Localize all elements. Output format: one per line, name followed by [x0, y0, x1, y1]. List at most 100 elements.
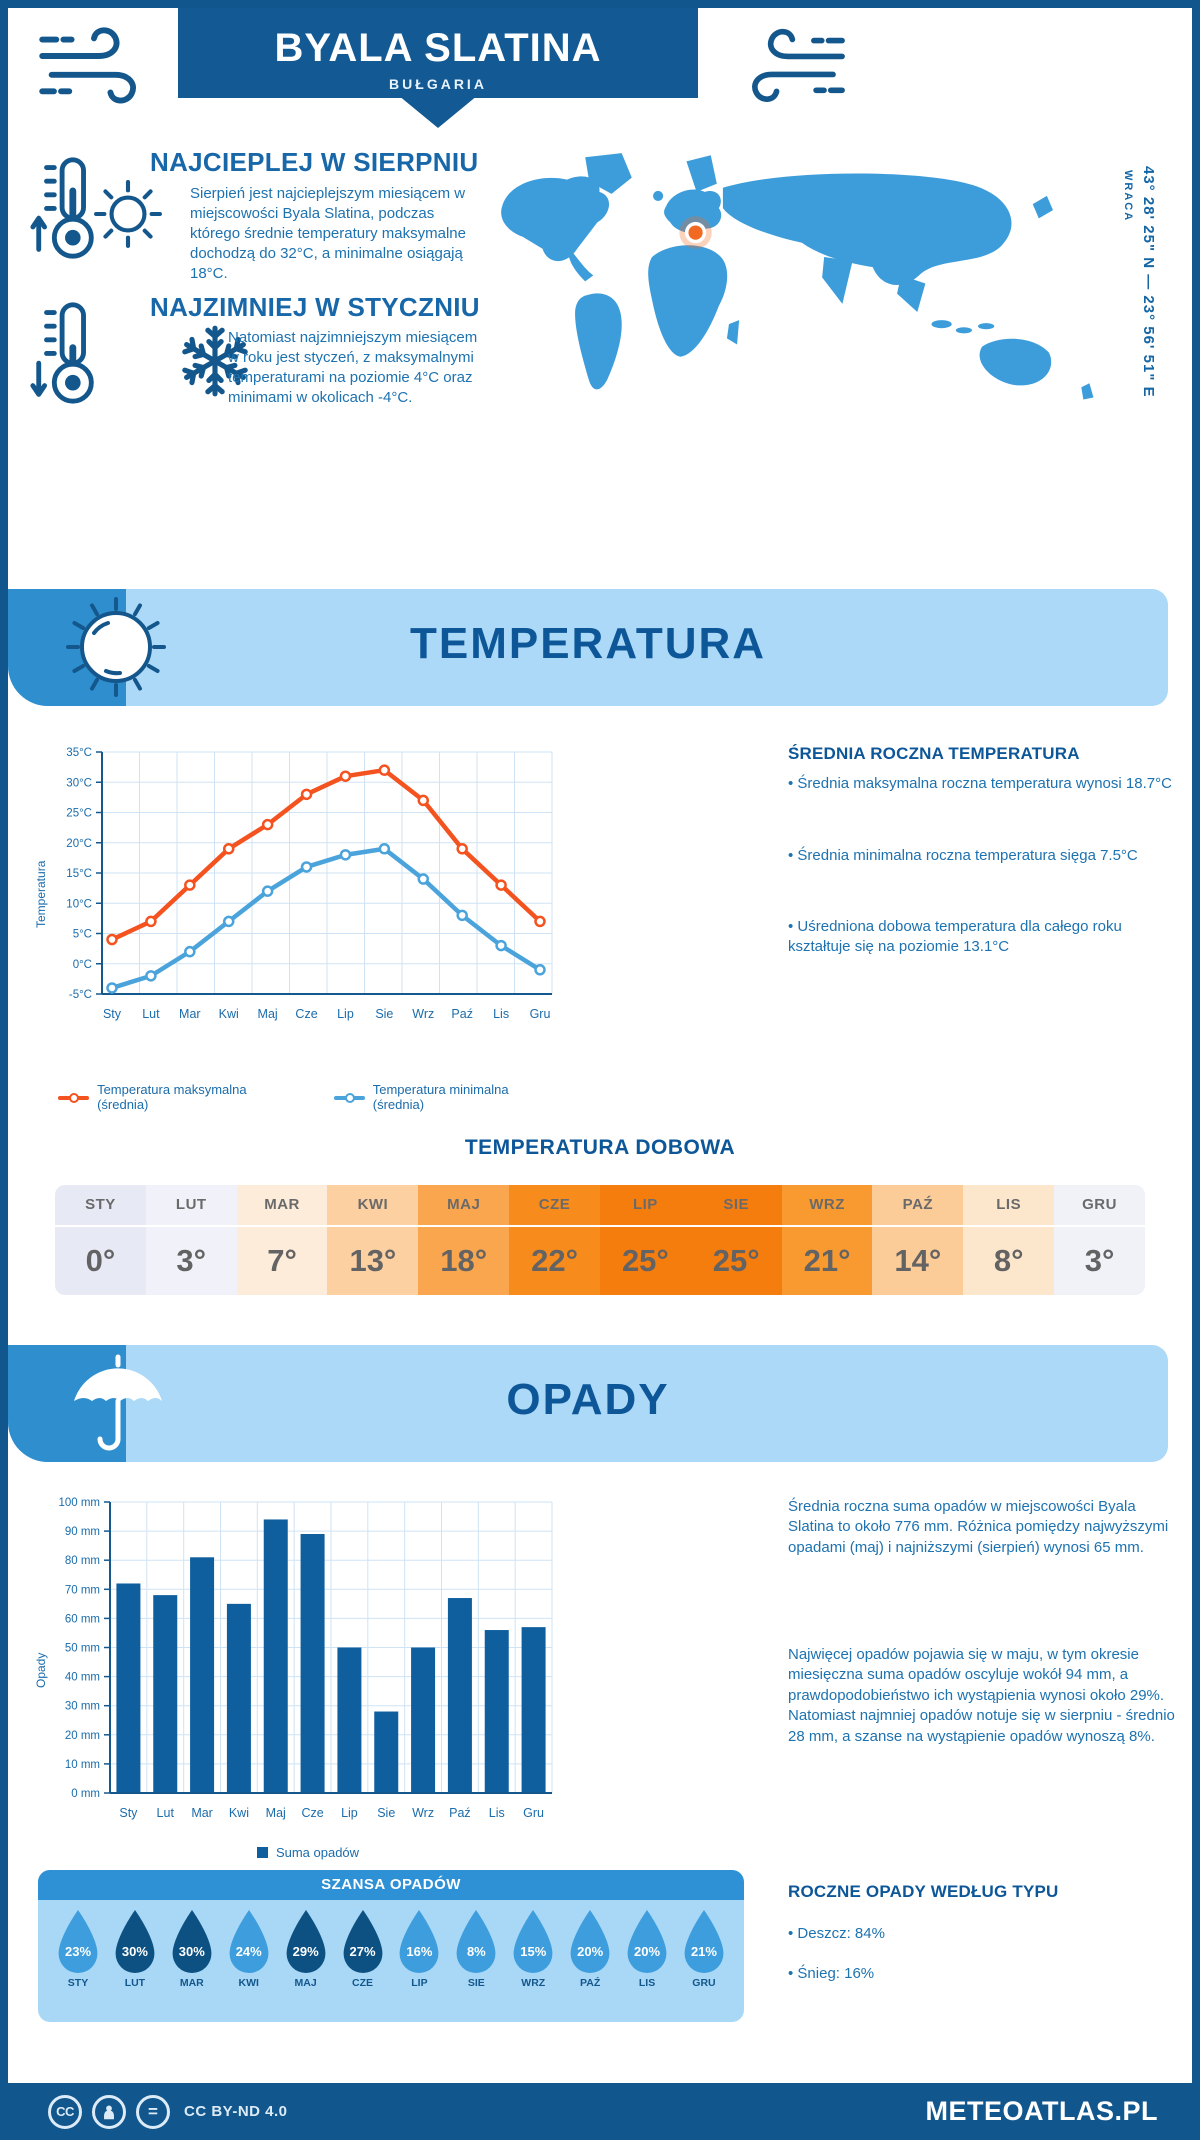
line-chart-y-axis-title: Temperatura — [34, 860, 48, 928]
page-border-right — [1192, 0, 1200, 2140]
page-title: BYALA SLATINA — [274, 26, 602, 70]
precipitation-section-title: OPADY — [506, 1375, 670, 1424]
annual-temperature-heading: ŚREDNIA ROCZNA TEMPERATURA — [788, 744, 1080, 763]
y-tick-label: 10 mm — [65, 1759, 100, 1771]
chance-drop-column: 8% SIE — [450, 1908, 502, 1989]
y-tick-label: 90 mm — [65, 1526, 100, 1538]
y-tick-label: 20 mm — [65, 1730, 100, 1742]
snowflake-icon — [174, 320, 256, 402]
x-tick-label: Maj — [258, 1007, 278, 1021]
world-map — [488, 143, 1136, 428]
precipitation-type-heading: ROCZNE OPADY WEDŁUG TYPU — [788, 1882, 1059, 1901]
chance-percentage: 20% — [634, 1944, 661, 1959]
x-tick-label: Wrz — [412, 1007, 434, 1021]
legend-label: Suma opadów — [275, 1845, 360, 1860]
temp-table-column: PAŹ 14° — [872, 1185, 964, 1295]
temp-table-column: KWI 13° — [327, 1185, 419, 1295]
legend-label: Temperatura maksymalna (średnia) — [97, 1082, 247, 1112]
legend-item: Temperatura maksymalna (średnia) — [58, 1082, 296, 1112]
bar — [521, 1627, 546, 1793]
x-tick-label: Wrz — [412, 1806, 434, 1820]
data-point — [339, 770, 352, 782]
temp-table-month: SIE — [690, 1185, 782, 1227]
bar-chart-y-axis-title: Opady — [34, 1652, 48, 1688]
raindrop-icon — [172, 1909, 212, 1974]
temp-table-month: STY — [55, 1185, 146, 1227]
bar — [190, 1557, 215, 1793]
temp-table-month: WRZ — [781, 1185, 873, 1227]
temp-table-column: GRU 3° — [1054, 1185, 1145, 1295]
temp-table-month: PAŹ — [872, 1185, 964, 1227]
y-tick-label: 35°C — [66, 747, 92, 759]
bar-chart-legend: Suma opadów — [58, 1845, 558, 1860]
legend-line-marker — [58, 1092, 90, 1103]
x-tick-label: Sty — [119, 1806, 138, 1820]
chance-drop-column: 30% LUT — [109, 1908, 161, 1989]
legend-item: Temperatura minimalna (średnia) — [333, 1082, 558, 1112]
temp-table-column: SIE 25° — [690, 1185, 782, 1295]
x-tick-label: Sie — [375, 1007, 393, 1021]
temp-table-month: LIP — [599, 1185, 691, 1227]
data-point — [145, 915, 157, 928]
chance-percentage: 30% — [178, 1944, 205, 1959]
temp-table-column: LIS 8° — [963, 1185, 1055, 1295]
chance-month: LIS — [638, 1977, 656, 1989]
precipitation-type-bullet: Deszcz: 84% — [788, 1924, 1180, 1944]
precipitation-chance-drops: 23% STY 30% LUT 30% MAR 24% KWI 29% MAJ 27% CZE 16% L… — [38, 1900, 744, 1989]
bar — [447, 1598, 472, 1793]
temp-table-value: 25° — [712, 1243, 760, 1278]
data-point — [534, 964, 546, 976]
x-tick-label: Cze — [295, 1007, 317, 1021]
temp-table-month: KWI — [327, 1185, 419, 1227]
annual-bullet: Średnia minimalna roczna temperatura się… — [788, 846, 1180, 866]
chance-drop-column: 15% WRZ — [507, 1908, 559, 1989]
data-point — [378, 843, 391, 855]
chance-percentage: 27% — [349, 1944, 376, 1959]
chance-percentage: 16% — [406, 1944, 433, 1959]
temp-table-value: 21° — [803, 1243, 851, 1278]
data-point — [339, 849, 352, 861]
temp-table-column: LUT 3° — [145, 1185, 237, 1295]
line-series — [111, 767, 542, 942]
legend-item: Suma opadów — [256, 1845, 360, 1860]
chance-month: MAJ — [294, 1977, 317, 1989]
temp-table-month: MAJ — [418, 1185, 510, 1227]
chance-percentage: 20% — [577, 1944, 604, 1959]
chance-percentage: 29% — [292, 1944, 319, 1959]
temp-table-value: 8° — [993, 1243, 1024, 1278]
y-tick-label: 25°C — [66, 808, 92, 820]
line-series — [111, 846, 542, 991]
chance-drop-column: 20% LIS — [621, 1908, 673, 1989]
data-point — [456, 843, 468, 855]
x-tick-label: Lip — [341, 1806, 358, 1820]
data-point — [534, 915, 546, 928]
brand-label: METEOATLAS.PL — [925, 2096, 1158, 2126]
temp-table-value: 25° — [621, 1243, 669, 1278]
y-tick-label: 60 mm — [65, 1613, 100, 1625]
chance-percentage: 30% — [121, 1944, 148, 1959]
raindrop-icon — [286, 1909, 326, 1974]
banner-icon-square — [8, 1345, 126, 1462]
chance-percentage: 21% — [690, 1944, 717, 1959]
data-point — [378, 764, 391, 776]
y-tick-label: 30 mm — [65, 1701, 100, 1713]
bar — [337, 1647, 362, 1793]
chance-month: GRU — [692, 1977, 716, 1989]
data-point — [106, 933, 118, 946]
data-point — [261, 818, 274, 831]
precipitation-chance-heading: SZANSA OPADÓW — [38, 1870, 744, 1900]
chance-drop-column: 29% MAJ — [280, 1908, 332, 1989]
x-tick-label: Lis — [493, 1007, 509, 1021]
raindrop-icon — [400, 1909, 439, 1974]
thermometer-cold-icon — [26, 297, 106, 409]
region-label: WRACA — [1122, 170, 1134, 223]
x-tick-label: Lut — [142, 1007, 160, 1021]
data-point — [417, 873, 430, 885]
x-tick-label: Paź — [451, 1007, 473, 1021]
footer-bar: CC = CC BY-ND 4.0 METEOATLAS.PL — [0, 2083, 1200, 2140]
precipitation-section-banner: OPADY — [8, 1345, 1168, 1462]
wind-icon — [724, 18, 854, 114]
sun-icon — [92, 178, 164, 250]
x-tick-label: Gru — [530, 1007, 551, 1021]
y-tick-label: 70 mm — [65, 1584, 100, 1596]
